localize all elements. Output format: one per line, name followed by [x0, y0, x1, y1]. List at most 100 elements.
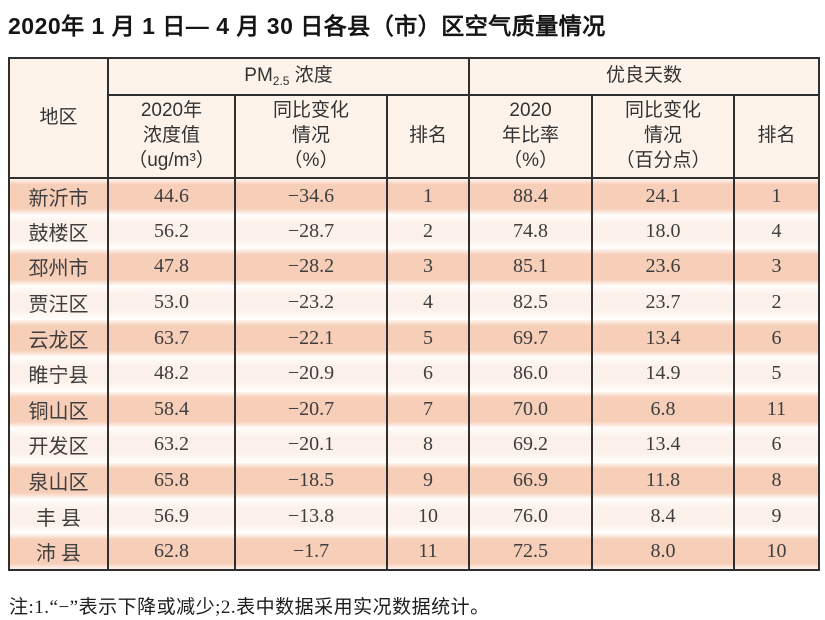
header-group-row: 地区 PM2.5 浓度 优良天数 [8, 57, 821, 179]
pm25-label-prefix: PM [244, 64, 273, 86]
good-ratio-cell: 69.7 [468, 320, 594, 356]
pm25-change-cell: −18.5 [234, 462, 388, 499]
page-title: 2020年 1 月 1 日— 4 月 30 日各县（市）区空气质量情况 [8, 13, 606, 39]
table-row: 开发区 63.2 −20.1 8 69.2 13.4 6 [8, 427, 821, 463]
pm25-value-cell: 53.0 [107, 284, 236, 321]
good-change-cell: 11.8 [591, 462, 736, 499]
pm25-rank-cell: 2 [385, 213, 471, 250]
table-row: 睢宁县 48.2 −20.9 6 86.0 14.9 5 [8, 355, 821, 392]
region-cell: 铜山区 [8, 391, 109, 428]
pm25-value-cell: 65.8 [107, 462, 236, 499]
good-rank-cell: 3 [733, 249, 821, 285]
table-header: 地区 PM2.5 浓度 优良天数 2020年 浓度值 （ug/m³） 同比变化 … [8, 57, 821, 179]
column-header-good-rank: 排名 [733, 94, 821, 179]
good-ratio-cell: 69.2 [468, 427, 594, 463]
pm25-change-cell: −34.6 [234, 178, 388, 214]
good-change-cell: 13.4 [591, 320, 736, 356]
pm25-change-cell: −22.1 [234, 320, 388, 356]
table-row: 铜山区 58.4 −20.7 7 70.0 6.8 11 [8, 391, 821, 428]
good-ratio-cell: 85.1 [468, 249, 594, 285]
table-row: 邳州市 47.8 −28.2 3 85.1 23.6 3 [8, 249, 821, 285]
good-rank-cell: 9 [733, 498, 821, 534]
column-header-pm25-change: 同比变化 情况 （%） [234, 94, 388, 179]
good-rank-cell: 5 [733, 355, 821, 392]
good-change-cell: 6.8 [591, 391, 736, 428]
good-change-cell: 13.4 [591, 427, 736, 463]
good-rank-cell: 8 [733, 462, 821, 499]
pm25-change-cell: −20.1 [234, 427, 388, 463]
table-row: 泉山区 65.8 −18.5 9 66.9 11.8 8 [8, 462, 821, 499]
pm25-value-cell: 44.6 [107, 178, 236, 214]
pm25-rank-cell: 1 [385, 178, 471, 214]
pm25-value-cell: 47.8 [107, 249, 236, 285]
header-detail-row: 2020年 浓度值 （ug/m³） 同比变化 情况 （%） 排名 2020 年比… [9, 94, 821, 179]
good-change-cell: 8.4 [591, 498, 736, 534]
pm25-value-cell: 48.2 [107, 355, 236, 392]
region-cell: 贾汪区 [8, 284, 109, 321]
table-row: 云龙区 63.7 −22.1 5 69.7 13.4 6 [8, 320, 821, 356]
region-cell: 云龙区 [8, 320, 109, 356]
pm25-value-cell: 56.9 [107, 498, 236, 534]
pm25-rank-cell: 5 [385, 320, 471, 356]
region-cell: 鼓楼区 [8, 213, 109, 250]
table-row: 贾汪区 53.0 −23.2 4 82.5 23.7 2 [8, 284, 821, 321]
pm25-change-cell: −28.7 [234, 213, 388, 250]
good-ratio-cell: 82.5 [468, 284, 594, 321]
good-change-cell: 23.6 [591, 249, 736, 285]
pm25-label-suffix: 浓度 [289, 64, 333, 86]
pm25-value-cell: 63.7 [107, 320, 236, 356]
pm25-label-subscript: 2.5 [272, 73, 290, 88]
footnote: 注:1.“−”表示下降或减少;2.表中数据采用实况数据统计。 [9, 596, 490, 618]
good-change-cell: 18.0 [591, 213, 736, 250]
good-change-cell: 8.0 [591, 533, 736, 570]
good-rank-cell: 4 [733, 213, 821, 250]
pm25-change-cell: −20.7 [234, 391, 388, 428]
pm25-change-cell: −1.7 [234, 533, 388, 570]
region-cell: 睢宁县 [8, 355, 109, 392]
good-change-cell: 23.7 [591, 284, 736, 321]
pm25-rank-cell: 6 [385, 355, 471, 392]
good-rank-cell: 10 [733, 533, 821, 570]
good-ratio-cell: 76.0 [468, 498, 594, 534]
table-body: 新沂市 44.6 −34.6 1 88.4 24.1 1 鼓楼区 56.2 −2… [8, 178, 821, 570]
region-cell: 开发区 [8, 427, 109, 463]
good-rank-cell: 6 [733, 427, 821, 463]
pm25-change-cell: −13.8 [234, 498, 388, 534]
good-change-cell: 24.1 [591, 178, 736, 214]
column-header-pm25-value: 2020年 浓度值 （ug/m³） [107, 94, 236, 179]
good-ratio-cell: 72.5 [468, 533, 594, 570]
table-row: 新沂市 44.6 −34.6 1 88.4 24.1 1 [8, 178, 821, 214]
pm25-value-cell: 63.2 [107, 427, 236, 463]
table-row: 沛 县 62.8 −1.7 11 72.5 8.0 10 [8, 533, 821, 570]
good-ratio-cell: 70.0 [468, 391, 594, 428]
pm25-rank-cell: 10 [385, 498, 471, 534]
pm25-rank-cell: 8 [385, 427, 471, 463]
column-group-good-days: 优良天数 [468, 57, 821, 96]
good-ratio-cell: 74.8 [468, 213, 594, 250]
good-ratio-cell: 66.9 [468, 462, 594, 499]
pm25-rank-cell: 7 [385, 391, 471, 428]
pm25-rank-cell: 11 [385, 533, 471, 570]
good-change-cell: 14.9 [591, 355, 736, 392]
pm25-rank-cell: 4 [385, 284, 471, 321]
good-rank-cell: 1 [733, 178, 821, 214]
region-cell: 丰 县 [8, 498, 109, 534]
pm25-change-cell: −20.9 [234, 355, 388, 392]
pm25-rank-cell: 9 [385, 462, 471, 499]
good-ratio-cell: 88.4 [468, 178, 594, 214]
good-rank-cell: 2 [733, 284, 821, 321]
air-quality-table: 地区 PM2.5 浓度 优良天数 2020年 浓度值 （ug/m³） 同比变化 … [8, 57, 821, 571]
good-rank-cell: 6 [733, 320, 821, 356]
column-header-pm25-rank: 排名 [385, 94, 471, 179]
region-cell: 沛 县 [8, 533, 109, 570]
pm25-value-cell: 62.8 [107, 533, 236, 570]
region-cell: 泉山区 [8, 462, 109, 499]
table-row: 丰 县 56.9 −13.8 10 76.0 8.4 9 [8, 498, 821, 534]
pm25-change-cell: −28.2 [234, 249, 388, 285]
region-cell: 新沂市 [8, 178, 109, 214]
table-row: 鼓楼区 56.2 −28.7 2 74.8 18.0 4 [8, 213, 821, 250]
region-cell: 邳州市 [8, 249, 109, 285]
column-header-good-change: 同比变化 情况 （百分点） [591, 94, 736, 179]
pm25-change-cell: −23.2 [234, 284, 388, 321]
